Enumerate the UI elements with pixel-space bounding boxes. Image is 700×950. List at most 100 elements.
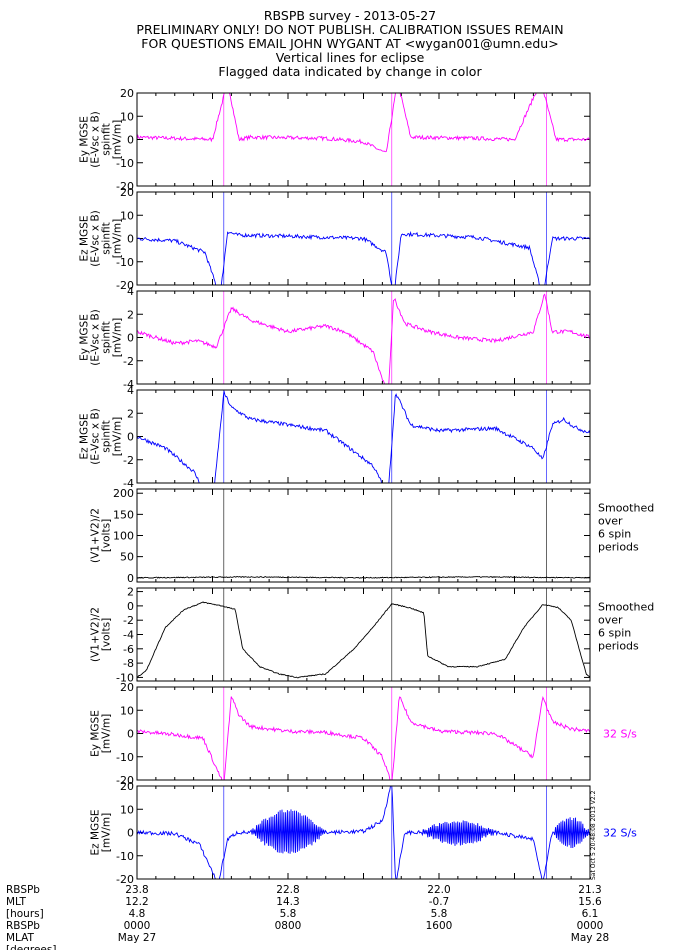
y-axis-label-line: Ez MGSE bbox=[79, 414, 91, 460]
y-tick-label: 10 bbox=[120, 803, 134, 816]
x-axis-row-label: RBSPb bbox=[6, 884, 40, 896]
panel-frame bbox=[136, 587, 591, 682]
y-axis-label-line: [volts] bbox=[101, 618, 113, 651]
header-line-3: FOR QUESTIONS EMAIL JOHN WYGANT AT <wyga… bbox=[141, 36, 558, 51]
y-tick-label: -2 bbox=[123, 454, 134, 467]
x-axis-value: 0000 bbox=[577, 920, 604, 932]
header-line-1: RBSPB survey - 2013-05-27 bbox=[264, 8, 436, 23]
y-tick-label: 0 bbox=[127, 600, 134, 613]
y-tick-label: -4 bbox=[123, 378, 134, 391]
y-tick-label: -8 bbox=[123, 657, 134, 670]
y-axis-label-line: [mV/m] bbox=[112, 318, 124, 357]
y-axis-label-line: (E-Vsc x B) bbox=[90, 408, 102, 465]
y-axis-label-line: [mV/m] bbox=[112, 120, 124, 159]
header-line-5: Flagged data indicated by change in colo… bbox=[218, 64, 482, 79]
header-line-2: PRELIMINARY ONLY! DO NOT PUBLISH. CALIBR… bbox=[136, 22, 563, 37]
x-axis-value: 1600 bbox=[426, 920, 453, 932]
y-tick-label: 0 bbox=[127, 332, 134, 345]
y-tick-label: -10 bbox=[116, 671, 134, 684]
y-tick-label: -10 bbox=[116, 256, 134, 269]
y-tick-label: 4 bbox=[127, 384, 134, 397]
panel-frame bbox=[136, 191, 591, 286]
y-tick-label: 10 bbox=[120, 704, 134, 717]
side-note: 32 S/s bbox=[603, 728, 637, 741]
header-line-4: Vertical lines for eclipse bbox=[276, 50, 425, 65]
y-tick-label: -20 bbox=[116, 180, 134, 193]
y-axis-label-line: (E-Vsc x B) bbox=[90, 309, 102, 366]
side-note-line: 6 spin bbox=[598, 528, 631, 541]
side-note-line: over bbox=[598, 515, 623, 528]
y-tick-label: -4 bbox=[123, 477, 134, 490]
x-axis-value: 4.8 bbox=[129, 908, 146, 920]
panel-4: 4 2 0 -2 -4 Ez MGSE (E-Vsc x B) spinfit [mV/m] bbox=[79, 384, 591, 490]
x-axis-value: 23.8 bbox=[125, 884, 148, 896]
side-note: 32 S/s bbox=[603, 827, 637, 840]
y-tick-label: 2 bbox=[127, 407, 134, 420]
series-line bbox=[137, 575, 590, 579]
panel-frame bbox=[136, 686, 591, 781]
y-tick-label: -4 bbox=[123, 629, 134, 642]
y-tick-label: -10 bbox=[116, 751, 134, 764]
side-note-line: over bbox=[598, 614, 623, 627]
panel-3: 4 2 0 -2 -4 Ey MGSE (E-Vsc x B) spinfit [mV/m] bbox=[79, 285, 591, 391]
x-axis-row-label: [degrees] bbox=[6, 944, 56, 950]
series-line bbox=[137, 93, 590, 153]
y-axis-label-line: Ey MGSE bbox=[90, 710, 102, 757]
y-tick-label: 20 bbox=[120, 681, 134, 694]
side-note-line: periods bbox=[598, 640, 639, 653]
y-axis-label-line: spinfit bbox=[101, 321, 113, 353]
y-tick-label: -20 bbox=[116, 873, 134, 886]
y-axis-label-line: [volts] bbox=[101, 519, 113, 552]
panel-frame bbox=[136, 488, 591, 583]
y-tick-label: -6 bbox=[123, 643, 134, 656]
panel-1: 20 10 0 -10 -20 Ey MGSE (E-Vsc x B) spinfit [mV/… bbox=[79, 87, 591, 193]
y-tick-label: -2 bbox=[123, 355, 134, 368]
x-axis-value: 15.6 bbox=[578, 896, 602, 908]
x-axis-value: 0000 bbox=[124, 920, 151, 932]
y-tick-label: 10 bbox=[120, 209, 134, 222]
x-axis-value: -0.7 bbox=[429, 896, 450, 908]
y-axis-label-line: [mV/m] bbox=[112, 417, 124, 456]
y-tick-label: 0 bbox=[127, 827, 134, 840]
y-axis-label-line: spinfit bbox=[101, 123, 113, 155]
y-axis-label-line: Ez MGSE bbox=[79, 216, 91, 262]
y-tick-label: 0 bbox=[127, 572, 134, 585]
y-tick-label: -2 bbox=[123, 614, 134, 627]
x-axis-value: 22.8 bbox=[276, 884, 299, 896]
side-note-line: Smoothed bbox=[598, 502, 654, 515]
x-axis-value: May 28 bbox=[571, 932, 609, 944]
panel-6: 20-2 -4-6-8-10 (V1+V2)/2 [volts] Smoothedove… bbox=[90, 586, 655, 685]
x-axis-row-label: [hours] bbox=[6, 908, 44, 920]
series-line bbox=[137, 601, 590, 679]
x-axis-value: 12.2 bbox=[125, 896, 148, 908]
y-tick-label: 20 bbox=[120, 186, 134, 199]
y-tick-label: 50 bbox=[120, 551, 134, 564]
y-tick-label: -10 bbox=[116, 157, 134, 170]
x-axis-value: May 27 bbox=[118, 932, 156, 944]
y-tick-label: -10 bbox=[116, 850, 134, 863]
panel-frame bbox=[136, 389, 591, 484]
y-tick-label: 100 bbox=[113, 530, 134, 543]
panel-2: 20 10 0 -10 -20 Ez MGSE (E-Vsc x B) spinfit [mV/… bbox=[79, 186, 591, 292]
y-tick-label: 4 bbox=[127, 285, 134, 298]
y-tick-label: 0 bbox=[127, 431, 134, 444]
y-axis-label-line: (E-Vsc x B) bbox=[90, 111, 102, 168]
y-axis-label-line: (V1+V2)/2 bbox=[90, 607, 102, 662]
series-line bbox=[137, 390, 590, 483]
x-axis-value: 21.3 bbox=[578, 884, 601, 896]
panel-5: 200 150 100 50 0 (V1+V2)/2 [volts] Smoothedover… bbox=[90, 487, 655, 585]
y-axis-label-line: Ez MGSE bbox=[90, 810, 102, 856]
y-tick-label: 0 bbox=[127, 728, 134, 741]
series-line bbox=[137, 230, 590, 285]
x-axis-footer: RBSPbMLT[hours]RBSPbMLAT[degrees]23.812.… bbox=[6, 884, 609, 950]
panel-8: 20 10 0 -10 -20 Ez MGSE [mV/m] 32 S/s bbox=[90, 780, 638, 886]
x-axis-row-label: MLAT bbox=[6, 932, 35, 944]
y-tick-label: -20 bbox=[116, 774, 134, 787]
timestamp-stamp: Sat Oct 5 20:48:08 2013 V2.2 bbox=[590, 790, 597, 880]
y-axis-label-line: [mV/m] bbox=[101, 714, 113, 753]
y-tick-label: 2 bbox=[127, 586, 134, 599]
series-line bbox=[137, 786, 590, 879]
panel-7: 20 10 0 -10 -20 Ey MGSE [mV/m] 32 S/s bbox=[90, 681, 638, 787]
